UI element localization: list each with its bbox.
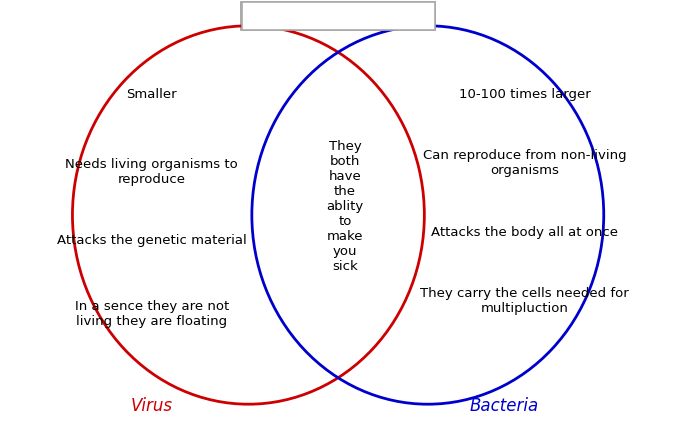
Text: Attacks the genetic material: Attacks the genetic material — [57, 234, 247, 247]
Text: Bacteria: Bacteria — [469, 397, 538, 415]
Text: Can reproduce from non-living
organisms: Can reproduce from non-living organisms — [422, 149, 627, 178]
Text: In a sence they are not
living they are floating: In a sence they are not living they are … — [75, 300, 229, 328]
Text: They
both
have
the
ablity
to
make
you
sick: They both have the ablity to make you si… — [326, 140, 364, 273]
Text: 10-100 times larger: 10-100 times larger — [459, 88, 590, 101]
Text: Virus: Virus — [131, 397, 172, 415]
FancyBboxPatch shape — [241, 2, 435, 30]
Text: Attacks the body all at once: Attacks the body all at once — [431, 226, 618, 239]
Text: Needs living organisms to
reproduce: Needs living organisms to reproduce — [66, 158, 238, 186]
Text: They carry the cells needed for
multipluction: They carry the cells needed for multiplu… — [420, 287, 629, 315]
FancyBboxPatch shape — [241, 2, 435, 30]
Text: Smaller: Smaller — [126, 88, 177, 101]
